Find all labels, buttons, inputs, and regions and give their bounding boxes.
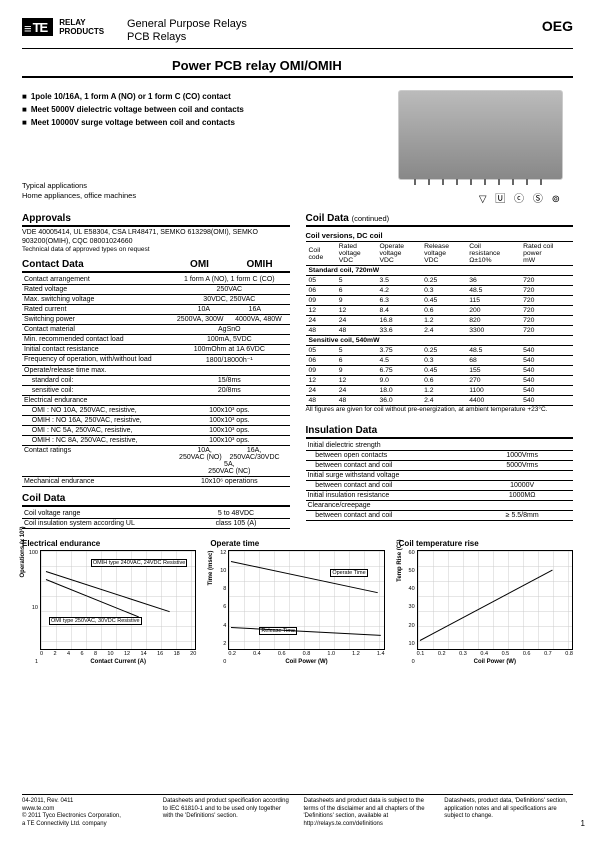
brand-side: RELAY PRODUCTS	[59, 18, 104, 36]
coil-data-table: Coil voltage range5 to 48VDCCoil insulat…	[22, 509, 290, 529]
coil-versions-table: Coil codeRated voltage VDCOperate voltag…	[306, 242, 574, 406]
header-category: General Purpose Relays PCB Relays	[127, 18, 542, 44]
page-footer: 04-2011, Rev. 0411 www.te.com © 2011 Tyc…	[22, 794, 573, 828]
contact-data-title: Contact Data OMI OMIH	[22, 259, 290, 273]
typical-applications: Typical applications Home appliances, of…	[22, 181, 290, 201]
page-number: 1	[581, 819, 585, 828]
document-title: Power PCB relay OMI/OMIH	[22, 52, 573, 78]
approvals-note: Technical data of approved types on requ…	[22, 246, 290, 253]
certification-icons: ▽ 🅄 ⓒ Ⓢ ⊚	[306, 190, 564, 205]
insulation-table: Initial dielectric strength between open…	[306, 441, 574, 521]
charts-row: Electrical endurance 100101 Operations (…	[22, 539, 573, 665]
brand-logo: ≡TE RELAY PRODUCTS	[22, 18, 127, 36]
chart-operate-time: Operate time 121086420 Time (msec) Opera…	[210, 539, 384, 665]
chart-coil-temp-rise: Coil temperature rise 6050403020100 Temp…	[399, 539, 573, 665]
page-header: ≡TE RELAY PRODUCTS General Purpose Relay…	[22, 18, 573, 49]
coil-table-note: All figures are given for coil without p…	[306, 406, 574, 413]
product-image	[398, 90, 563, 180]
feature-bullets: 1pole 10/16A, 1 form A (NO) or 1 form C …	[22, 90, 290, 129]
coil-versions-subtitle: Coil versions, DC coil	[306, 229, 574, 242]
coil-data-title: Coil Data	[22, 493, 290, 507]
approvals-text: VDE 40005414, UL E58304, CSA LR48471, SE…	[22, 229, 290, 246]
chart-electrical-endurance: Electrical endurance 100101 Operations (…	[22, 539, 196, 665]
insulation-title: Insulation Data	[306, 425, 574, 439]
coil-data-cont-title: Coil Data (continued)	[306, 213, 574, 227]
contact-data-table: Contact arrangement1 form A (NO), 1 form…	[22, 275, 290, 487]
approvals-title: Approvals	[22, 213, 290, 227]
family-code: OEG	[542, 18, 573, 34]
